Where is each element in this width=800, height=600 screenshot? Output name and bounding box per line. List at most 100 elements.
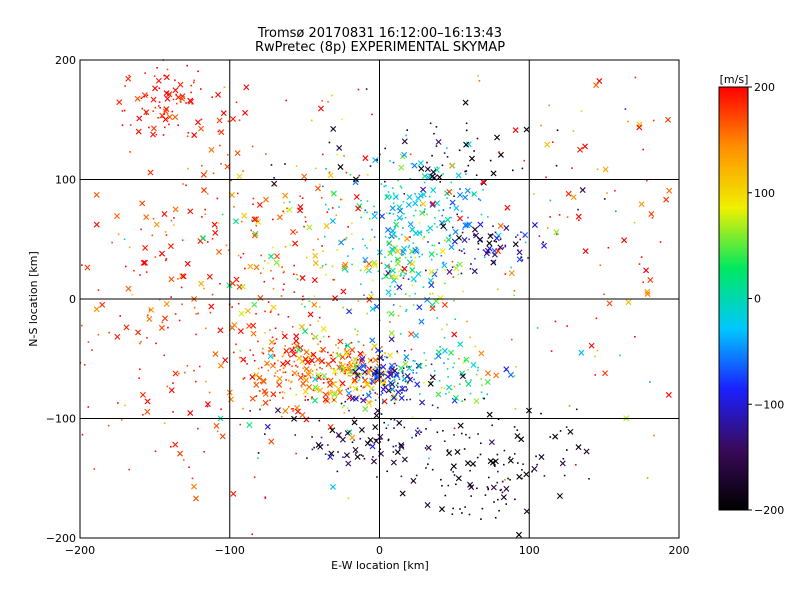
data-point-cross: [606, 300, 613, 307]
data-point-dot: [555, 164, 558, 167]
data-point-dot: [448, 235, 451, 237]
data-point-dot: [403, 274, 405, 277]
data-point-dot: [146, 336, 148, 339]
data-point-dot: [282, 371, 285, 374]
data-point-dot: [461, 231, 464, 234]
data-point-dot: [322, 185, 324, 188]
data-point-cross: [215, 91, 222, 98]
data-point-dot: [349, 386, 352, 389]
data-point-dot: [325, 263, 327, 266]
data-point-dot: [448, 271, 451, 273]
data-point-dot: [444, 269, 446, 271]
data-point-cross: [429, 305, 436, 312]
data-point-cross: [450, 463, 457, 470]
data-point-dot: [442, 173, 445, 175]
data-point-dot: [146, 314, 149, 317]
data-point-dot: [470, 495, 472, 497]
data-point-cross: [541, 242, 548, 249]
data-point-cross: [409, 260, 416, 267]
data-point-cross: [488, 439, 495, 446]
data-point-dot: [423, 381, 425, 384]
data-point-dot: [423, 208, 426, 210]
data-point-dot: [173, 217, 175, 219]
data-point-dot: [323, 378, 325, 380]
data-point-dot: [404, 256, 407, 259]
data-point-dot: [390, 243, 393, 246]
data-point-dot: [155, 133, 158, 136]
data-point-cross: [311, 277, 318, 284]
data-point-dot: [442, 261, 445, 264]
data-point-dot: [634, 336, 636, 338]
data-point-dot: [288, 379, 290, 382]
data-point-dot: [369, 405, 372, 408]
data-point-dot: [391, 187, 394, 189]
data-point-dot: [479, 199, 482, 202]
data-point-dot: [335, 214, 338, 217]
data-point-dot: [571, 167, 573, 169]
data-point-dot: [389, 384, 391, 387]
data-point-dot: [489, 159, 492, 162]
data-point-dot: [494, 231, 497, 234]
data-point-dot: [342, 306, 344, 309]
data-point-cross: [208, 303, 215, 310]
data-point-dot: [460, 432, 463, 435]
data-point-dot: [405, 308, 408, 311]
data-point-dot: [270, 310, 272, 312]
data-point-dot: [328, 171, 331, 174]
data-point-dot: [380, 413, 383, 415]
data-point-cross: [191, 132, 198, 139]
data-point-cross: [384, 373, 391, 380]
data-point-dot: [377, 370, 380, 373]
data-point-cross: [244, 307, 251, 314]
data-point-cross: [446, 450, 453, 457]
data-point-dot: [388, 368, 391, 370]
data-point-cross: [125, 285, 132, 292]
data-point-dot: [398, 378, 401, 381]
data-point-dot: [336, 248, 339, 251]
data-point-dot: [309, 324, 312, 326]
data-point-dot: [216, 430, 219, 433]
data-point-dot: [433, 222, 436, 225]
data-point-dot: [163, 354, 166, 357]
data-point-dot: [282, 210, 285, 213]
data-point-dot: [566, 325, 568, 327]
data-point-cross: [439, 219, 445, 226]
data-point-dot: [505, 503, 508, 505]
data-point-cross: [312, 260, 319, 267]
data-point-dot: [397, 382, 399, 385]
data-point-cross: [446, 188, 453, 195]
data-point-cross: [240, 356, 247, 363]
data-point-cross: [297, 207, 304, 214]
data-point-dot: [295, 393, 298, 396]
data-point-cross: [453, 205, 460, 212]
data-point-cross: [323, 223, 330, 230]
data-point-cross: [435, 138, 442, 145]
data-point-dot: [474, 234, 477, 237]
data-point-cross: [398, 164, 405, 171]
data-point-dot: [418, 385, 420, 388]
data-point-cross: [507, 371, 514, 378]
data-point-cross: [602, 370, 609, 377]
data-point-cross: [342, 261, 349, 268]
data-point-dot: [405, 310, 407, 313]
data-point-dot: [309, 376, 312, 379]
data-point-dot: [235, 343, 237, 346]
data-point-dot: [193, 306, 196, 309]
data-point-cross: [220, 110, 227, 117]
data-point-dot: [182, 459, 185, 461]
data-point-dot: [282, 271, 285, 274]
data-point-dot: [296, 343, 299, 346]
data-point-cross: [451, 331, 458, 338]
data-point-cross: [249, 395, 256, 402]
data-point-cross: [327, 172, 334, 179]
data-point-dot: [252, 197, 255, 200]
data-point-dot: [470, 379, 472, 381]
data-point-dot: [527, 257, 529, 259]
data-point-cross: [167, 243, 174, 250]
data-point-dot: [439, 345, 441, 348]
data-point-dot: [493, 501, 495, 503]
data-point-dot: [406, 388, 409, 391]
data-point-cross: [364, 381, 371, 388]
data-point-dot: [205, 170, 208, 172]
data-point-dot: [366, 312, 368, 315]
